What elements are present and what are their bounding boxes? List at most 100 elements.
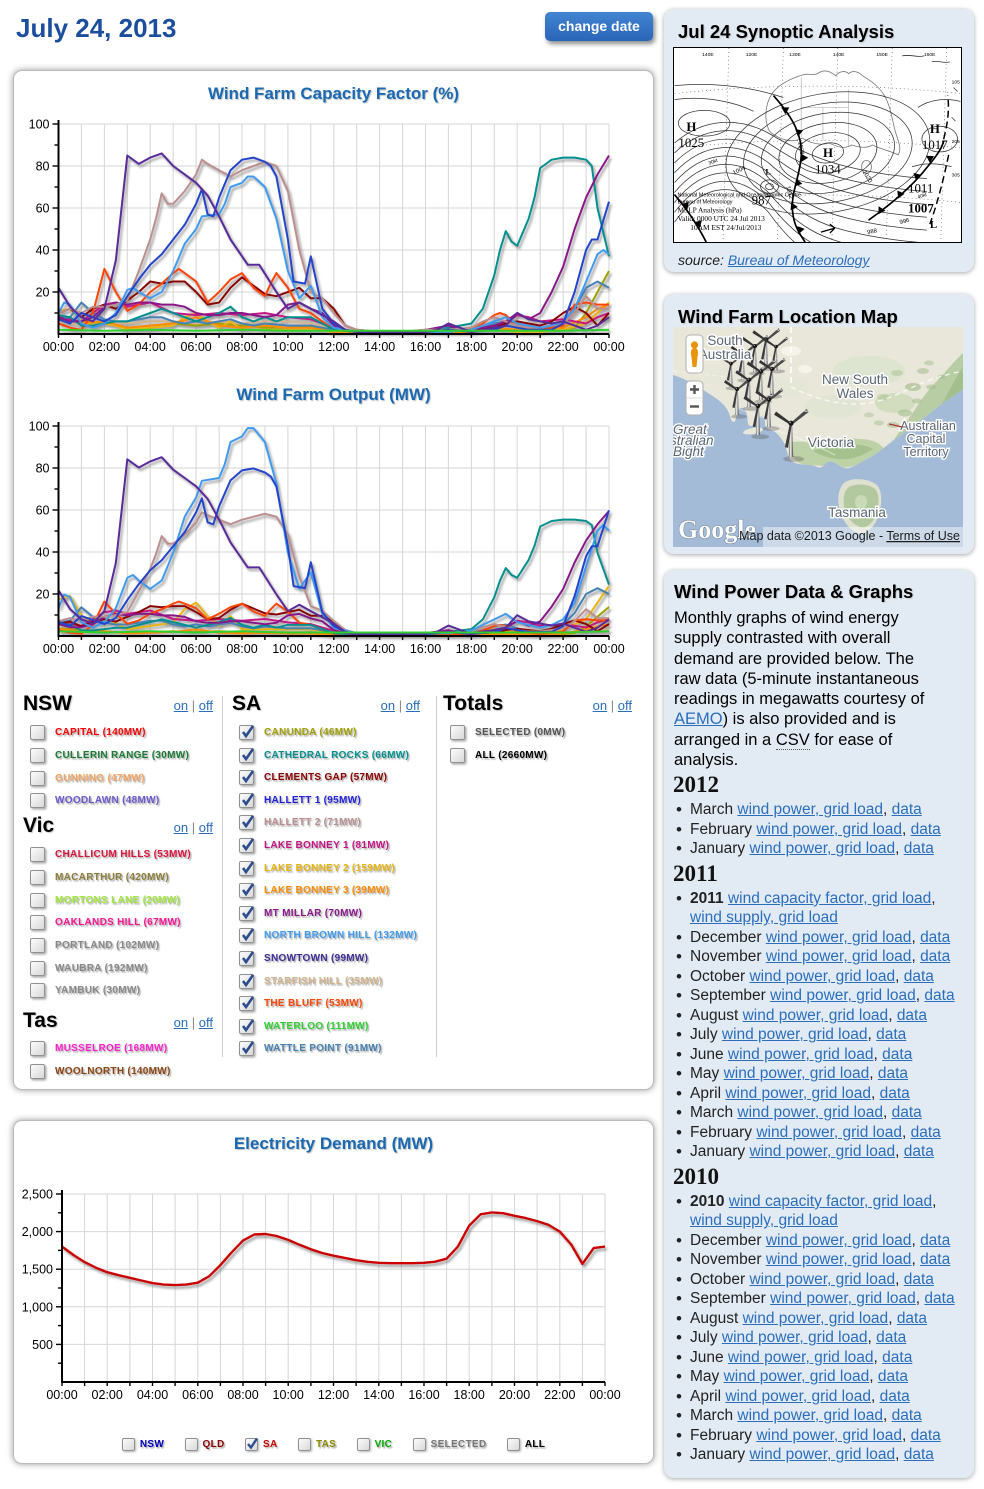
svg-text:00:00: 00:00 bbox=[43, 642, 74, 656]
svg-text:1034: 1034 bbox=[815, 163, 841, 177]
svg-text:80: 80 bbox=[36, 462, 50, 476]
svg-text:New South: New South bbox=[821, 372, 887, 387]
svg-text:1,000: 1,000 bbox=[22, 1300, 53, 1314]
svg-text:988: 988 bbox=[866, 228, 877, 236]
svg-text:08:00: 08:00 bbox=[226, 340, 257, 354]
svg-text:40: 40 bbox=[36, 546, 50, 560]
svg-text:02:00: 02:00 bbox=[92, 1388, 123, 1402]
svg-text:Wales: Wales bbox=[836, 386, 873, 401]
svg-text:Bight: Bight bbox=[673, 444, 705, 459]
svg-text:22:00: 22:00 bbox=[544, 1388, 575, 1402]
svg-text:14:00: 14:00 bbox=[364, 642, 395, 656]
svg-text:10:00: 10:00 bbox=[272, 642, 303, 656]
svg-text:06:00: 06:00 bbox=[180, 642, 211, 656]
svg-text:60: 60 bbox=[36, 202, 50, 216]
svg-text:National Meteorological and Oc: National Meteorological and Oceanographi… bbox=[677, 192, 801, 198]
svg-text:00:00: 00:00 bbox=[593, 340, 624, 354]
svg-text:2,000: 2,000 bbox=[22, 1225, 53, 1239]
svg-text:1011: 1011 bbox=[908, 182, 933, 196]
svg-text:06:00: 06:00 bbox=[180, 340, 211, 354]
svg-text:20:00: 20:00 bbox=[502, 340, 533, 354]
svg-text:12:00: 12:00 bbox=[318, 340, 349, 354]
svg-text:20: 20 bbox=[36, 588, 50, 602]
svg-text:12:00: 12:00 bbox=[318, 1388, 349, 1402]
svg-text:04:00: 04:00 bbox=[137, 1388, 168, 1402]
svg-text:Victoria: Victoria bbox=[807, 434, 854, 450]
svg-text:00:00: 00:00 bbox=[593, 642, 624, 656]
svg-text:18:00: 18:00 bbox=[454, 1388, 485, 1402]
svg-text:H: H bbox=[822, 146, 832, 160]
svg-text:04:00: 04:00 bbox=[135, 642, 166, 656]
svg-text:10:00: 10:00 bbox=[272, 340, 303, 354]
svg-text:16:00: 16:00 bbox=[408, 1388, 439, 1402]
svg-text:80: 80 bbox=[36, 160, 50, 174]
svg-text:996: 996 bbox=[899, 218, 911, 227]
svg-text:16:00: 16:00 bbox=[410, 340, 441, 354]
svg-text:Bureau of Meteorology: Bureau of Meteorology bbox=[677, 199, 732, 205]
svg-text:140E: 140E bbox=[832, 52, 844, 58]
svg-text:Australian: Australian bbox=[900, 419, 956, 433]
svg-text:Google: Google bbox=[678, 515, 756, 544]
svg-text:30kt: 30kt bbox=[707, 158, 718, 167]
svg-text:10:00: 10:00 bbox=[273, 1388, 304, 1402]
svg-text:02:00: 02:00 bbox=[89, 642, 120, 656]
svg-text:10AM EST 24/Jul/2013: 10AM EST 24/Jul/2013 bbox=[690, 223, 761, 232]
svg-text:120E: 120E bbox=[745, 52, 757, 58]
svg-text:987: 987 bbox=[751, 193, 771, 207]
svg-text:H: H bbox=[686, 120, 696, 134]
svg-text:00:00: 00:00 bbox=[589, 1388, 620, 1402]
svg-text:H: H bbox=[929, 122, 939, 136]
svg-text:305: 305 bbox=[951, 173, 959, 179]
svg-text:06:00: 06:00 bbox=[182, 1388, 213, 1402]
svg-text:20: 20 bbox=[36, 286, 50, 300]
svg-text:18:00: 18:00 bbox=[456, 340, 487, 354]
svg-text:stralian: stralian bbox=[673, 433, 714, 448]
svg-text:South: South bbox=[707, 333, 742, 348]
svg-text:1007: 1007 bbox=[908, 201, 934, 215]
svg-text:02:00: 02:00 bbox=[89, 340, 120, 354]
svg-text:00:00: 00:00 bbox=[46, 1388, 77, 1402]
svg-text:160E: 160E bbox=[923, 52, 935, 58]
svg-text:130E: 130E bbox=[789, 52, 801, 58]
svg-text:L: L bbox=[765, 168, 770, 177]
svg-text:140E: 140E bbox=[702, 52, 714, 58]
svg-text:08:00: 08:00 bbox=[226, 642, 257, 656]
svg-text:Great: Great bbox=[673, 422, 708, 437]
svg-text:2,500: 2,500 bbox=[22, 1188, 53, 1202]
svg-text:16:00: 16:00 bbox=[410, 642, 441, 656]
svg-text:MSLP Analysis (hPa): MSLP Analysis (hPa) bbox=[677, 205, 742, 214]
svg-text:14:00: 14:00 bbox=[364, 340, 395, 354]
svg-text:00:00: 00:00 bbox=[43, 340, 74, 354]
svg-text:04:00: 04:00 bbox=[135, 340, 166, 354]
svg-text:08:00: 08:00 bbox=[227, 1388, 258, 1402]
svg-text:12:00: 12:00 bbox=[318, 642, 349, 656]
svg-text:20:00: 20:00 bbox=[499, 1388, 530, 1402]
svg-text:14:00: 14:00 bbox=[363, 1388, 394, 1402]
svg-text:Territory: Territory bbox=[903, 445, 949, 459]
svg-text:22:00: 22:00 bbox=[547, 340, 578, 354]
svg-text:60: 60 bbox=[36, 504, 50, 518]
svg-text:1,500: 1,500 bbox=[22, 1263, 53, 1277]
svg-text:1017: 1017 bbox=[921, 138, 947, 152]
svg-text:Valid: 0000 UTC 24 Jul 2013: Valid: 0000 UTC 24 Jul 2013 bbox=[677, 214, 765, 223]
svg-text:20:00: 20:00 bbox=[502, 642, 533, 656]
svg-text:Map data ©2013 Google - Terms: Map data ©2013 Google - Terms of Use bbox=[739, 529, 960, 543]
svg-text:105: 105 bbox=[951, 80, 959, 86]
svg-text:1012: 1012 bbox=[784, 186, 793, 200]
svg-text:1028: 1028 bbox=[796, 141, 804, 156]
svg-text:1025: 1025 bbox=[678, 136, 704, 150]
svg-text:205: 205 bbox=[951, 139, 959, 145]
svg-text:150E: 150E bbox=[876, 52, 888, 58]
svg-text:Tasmania: Tasmania bbox=[828, 505, 886, 520]
svg-text:100: 100 bbox=[29, 118, 50, 132]
svg-text:40: 40 bbox=[36, 244, 50, 258]
svg-text:L: L bbox=[929, 219, 936, 231]
svg-text:100: 100 bbox=[29, 420, 50, 434]
svg-text:40kt: 40kt bbox=[916, 192, 927, 200]
svg-text:Australia: Australia bbox=[698, 347, 751, 362]
svg-text:500: 500 bbox=[32, 1338, 53, 1352]
svg-text:Capital: Capital bbox=[906, 432, 945, 446]
svg-text:18:00: 18:00 bbox=[456, 642, 487, 656]
svg-text:1004: 1004 bbox=[732, 165, 747, 176]
svg-text:22:00: 22:00 bbox=[547, 642, 578, 656]
